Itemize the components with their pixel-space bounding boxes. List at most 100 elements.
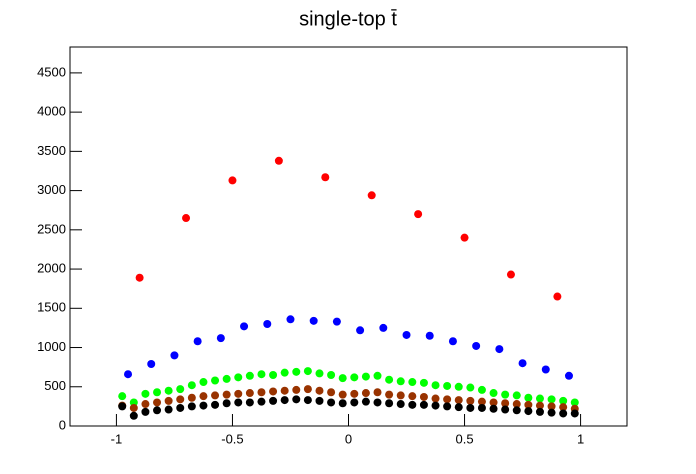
point [535, 394, 544, 403]
point [269, 396, 278, 405]
point [303, 396, 312, 405]
point [338, 374, 347, 383]
point [350, 373, 359, 382]
point [466, 403, 475, 412]
point [477, 403, 486, 412]
point [211, 400, 220, 409]
point [303, 367, 312, 376]
point [176, 385, 185, 394]
point [408, 392, 417, 401]
x-tick-label: -1 [111, 431, 123, 446]
point [350, 398, 359, 407]
point [176, 403, 185, 412]
point [257, 370, 266, 379]
point [315, 396, 324, 405]
point [559, 396, 568, 405]
point [176, 395, 185, 404]
point [408, 378, 417, 387]
point [164, 396, 173, 405]
point [315, 386, 324, 395]
point [373, 388, 382, 397]
point [338, 390, 347, 399]
point [164, 386, 173, 395]
point [419, 400, 428, 409]
point [414, 210, 423, 219]
point [245, 371, 254, 380]
point [211, 391, 220, 400]
point [274, 156, 283, 165]
point [385, 390, 394, 399]
point [564, 371, 573, 380]
point [454, 382, 463, 391]
point [350, 389, 359, 398]
point [431, 401, 440, 410]
point [141, 389, 150, 398]
point [199, 378, 208, 387]
point [129, 403, 138, 412]
y-tick-label: 2500 [37, 221, 66, 236]
point [338, 399, 347, 408]
point [570, 398, 579, 407]
point [419, 378, 428, 387]
point [443, 381, 452, 390]
point [443, 395, 452, 404]
point [501, 399, 510, 408]
point [431, 394, 440, 403]
point [379, 323, 388, 332]
x-tick-label: 1 [577, 431, 584, 446]
point [559, 409, 568, 418]
point [153, 388, 162, 397]
point [373, 371, 382, 380]
point [222, 374, 231, 383]
point [286, 315, 295, 324]
point [419, 392, 428, 401]
point [408, 400, 417, 409]
point [245, 398, 254, 407]
point [245, 389, 254, 398]
y-tick-label: 500 [44, 378, 66, 393]
point [559, 403, 568, 412]
point [518, 359, 527, 368]
point [396, 391, 405, 400]
point [454, 403, 463, 412]
point [512, 400, 521, 409]
point [315, 369, 324, 378]
point [547, 395, 556, 404]
point [118, 402, 127, 411]
point [129, 411, 138, 420]
point [222, 390, 231, 399]
point [292, 385, 301, 394]
point [199, 401, 208, 410]
point [193, 337, 202, 346]
point [524, 393, 533, 402]
point [489, 398, 498, 407]
point [489, 389, 498, 398]
point [187, 393, 196, 402]
point [187, 381, 196, 390]
point [553, 292, 562, 301]
point [118, 392, 127, 401]
point [327, 398, 336, 407]
point [477, 385, 486, 394]
y-tick-label: 3000 [37, 182, 66, 197]
point [495, 345, 504, 354]
y-tick-label: 4500 [37, 64, 66, 79]
point [153, 406, 162, 415]
point [170, 351, 179, 360]
y-tick-label: 4000 [37, 104, 66, 119]
point [164, 405, 173, 414]
point [402, 330, 411, 339]
point [356, 326, 365, 335]
point [187, 402, 196, 411]
point [385, 399, 394, 408]
point [431, 381, 440, 390]
point [506, 270, 515, 279]
point [269, 370, 278, 379]
point [361, 389, 370, 398]
point [263, 319, 272, 328]
point [280, 396, 289, 405]
point [124, 370, 133, 379]
y-tick-label: 1000 [37, 339, 66, 354]
point [234, 373, 243, 382]
